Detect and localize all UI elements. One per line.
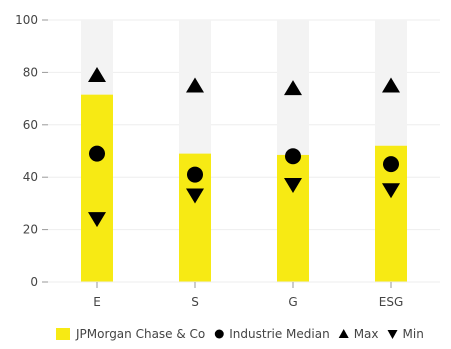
x-tick-label-e: E <box>93 295 101 309</box>
legend-swatch-max <box>338 329 349 338</box>
legend-swatch-min <box>387 330 398 339</box>
x-tick-label-s: S <box>191 295 199 309</box>
legend-label-median: Industrie Median <box>229 327 329 341</box>
max-marker-e <box>88 67 106 83</box>
min-marker-e <box>88 212 106 228</box>
min-marker-g <box>284 178 302 194</box>
bars <box>81 94 407 282</box>
median-marker-e <box>89 145 105 162</box>
legend-swatch-company <box>56 328 70 340</box>
median-marker-g <box>285 148 301 165</box>
y-tick-label-80: 80 <box>23 65 38 79</box>
legend-label-company: JPMorgan Chase & Co <box>75 327 205 341</box>
legend: JPMorgan Chase & Co Industrie Median Max Mi… <box>56 327 424 341</box>
x-tick-label-g: G <box>288 295 297 309</box>
max-marker-s <box>186 77 204 93</box>
legend-label-min: Min <box>403 327 424 341</box>
max-marker-esg <box>382 77 400 93</box>
median-marker-esg <box>383 156 399 173</box>
y-tick-label-20: 20 <box>23 223 38 237</box>
min-marker-s <box>186 188 204 204</box>
legend-label-max: Max <box>354 327 379 341</box>
legend-swatch-median <box>214 329 224 339</box>
bar-e <box>81 94 113 282</box>
background-bands <box>81 20 407 282</box>
y-tick-label-40: 40 <box>23 170 38 184</box>
y-tick-label-100: 100 <box>15 13 38 27</box>
y-tick-label-0: 0 <box>30 275 38 289</box>
min-marker-esg <box>382 183 400 199</box>
bar-g <box>277 154 309 282</box>
markers <box>88 67 400 228</box>
x-tick-label-esg: ESG <box>379 295 404 309</box>
max-marker-g <box>284 80 302 96</box>
median-marker-s <box>187 166 203 183</box>
y-tick-label-60: 60 <box>23 118 38 132</box>
